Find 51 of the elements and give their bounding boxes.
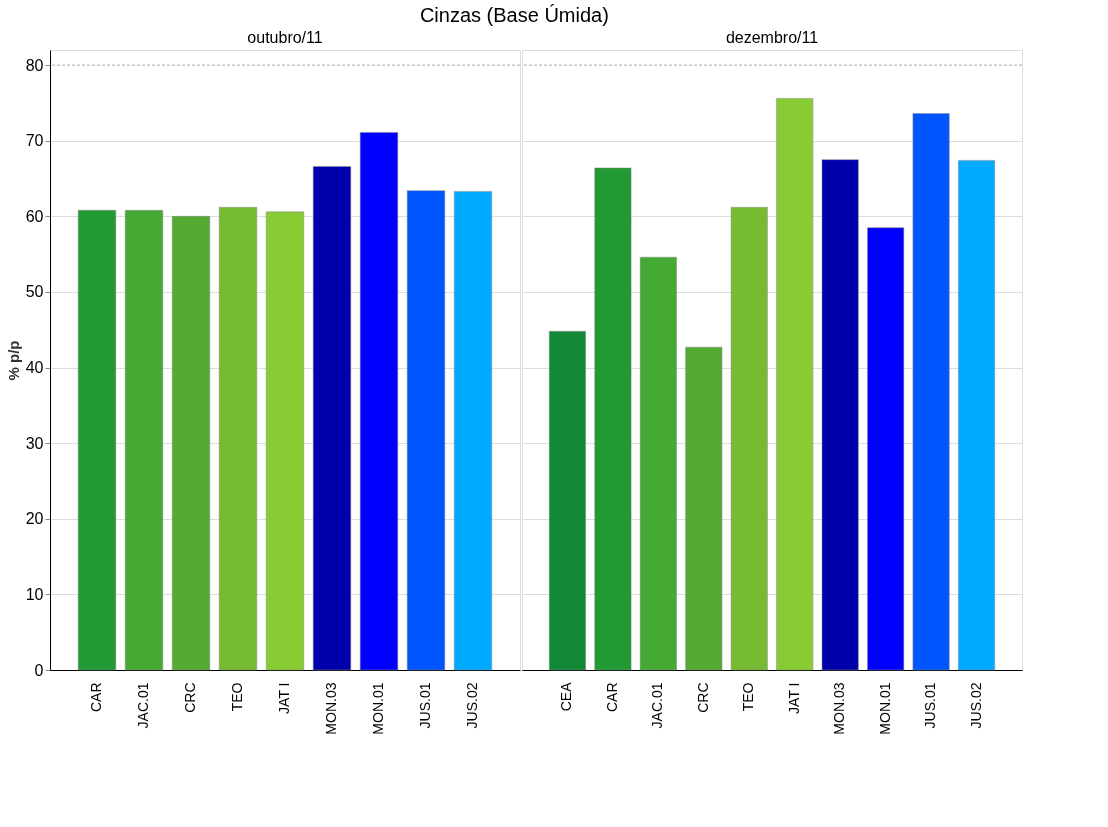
x-tick-label: MON.03	[831, 682, 848, 735]
x-tick-label: TEO	[229, 682, 245, 712]
x-tick-label: MON.01	[876, 682, 893, 735]
bar	[912, 113, 950, 671]
bar	[406, 190, 446, 671]
bar	[312, 166, 352, 671]
x-tick-label: JUS.02	[967, 682, 984, 729]
bar	[821, 159, 859, 671]
y-axis-title: % p/p	[4, 340, 22, 381]
bar	[549, 331, 586, 671]
y-tick-label: 30	[25, 434, 44, 452]
chart-subtitle: dezembro/11	[725, 29, 819, 46]
chart-subtitle: outubro/11	[247, 29, 323, 46]
bar	[359, 132, 399, 671]
x-tick-label: JAC.01	[649, 682, 666, 729]
x-tick-label: MON.01	[370, 682, 386, 735]
x-tick-label: MON.03	[323, 682, 339, 735]
bar	[171, 216, 211, 671]
y-tick-label: 70	[25, 132, 44, 150]
y-tick-label: 50	[25, 283, 44, 301]
bar	[776, 98, 814, 671]
y-tick-label: 40	[25, 359, 44, 377]
bar	[265, 211, 305, 671]
bar	[594, 167, 632, 671]
x-tick-label: CRC	[182, 682, 198, 713]
chart-title: Cinzas (Base Úmida)	[419, 3, 609, 26]
bar	[453, 191, 493, 671]
y-tick-label: 0	[34, 661, 44, 679]
x-tick-label: CAR	[603, 682, 620, 713]
y-tick-label: 80	[25, 56, 44, 74]
y-tick-label: 60	[25, 207, 44, 225]
bar	[685, 346, 723, 671]
bar	[218, 207, 258, 671]
x-tick-label: JUS.02	[464, 682, 480, 729]
y-tick-label: 10	[25, 585, 44, 603]
x-tick-label: JUS.01	[417, 682, 433, 729]
x-tick-label: TEO	[740, 682, 757, 712]
x-tick-label: CEA	[558, 681, 575, 712]
y-tick-label: 20	[25, 510, 44, 528]
bar	[124, 210, 164, 671]
x-tick-label: CAR	[88, 682, 104, 713]
bar	[958, 160, 995, 671]
bar	[77, 210, 117, 671]
bar	[867, 227, 905, 671]
x-tick-label: JUS.01	[922, 682, 939, 729]
x-tick-label: JAT I	[276, 682, 292, 714]
x-tick-label: JAT I	[785, 682, 802, 714]
bar	[639, 256, 677, 671]
bar	[730, 207, 768, 671]
x-tick-label: CRC	[694, 682, 711, 713]
x-tick-label: JAC.01	[135, 682, 151, 729]
